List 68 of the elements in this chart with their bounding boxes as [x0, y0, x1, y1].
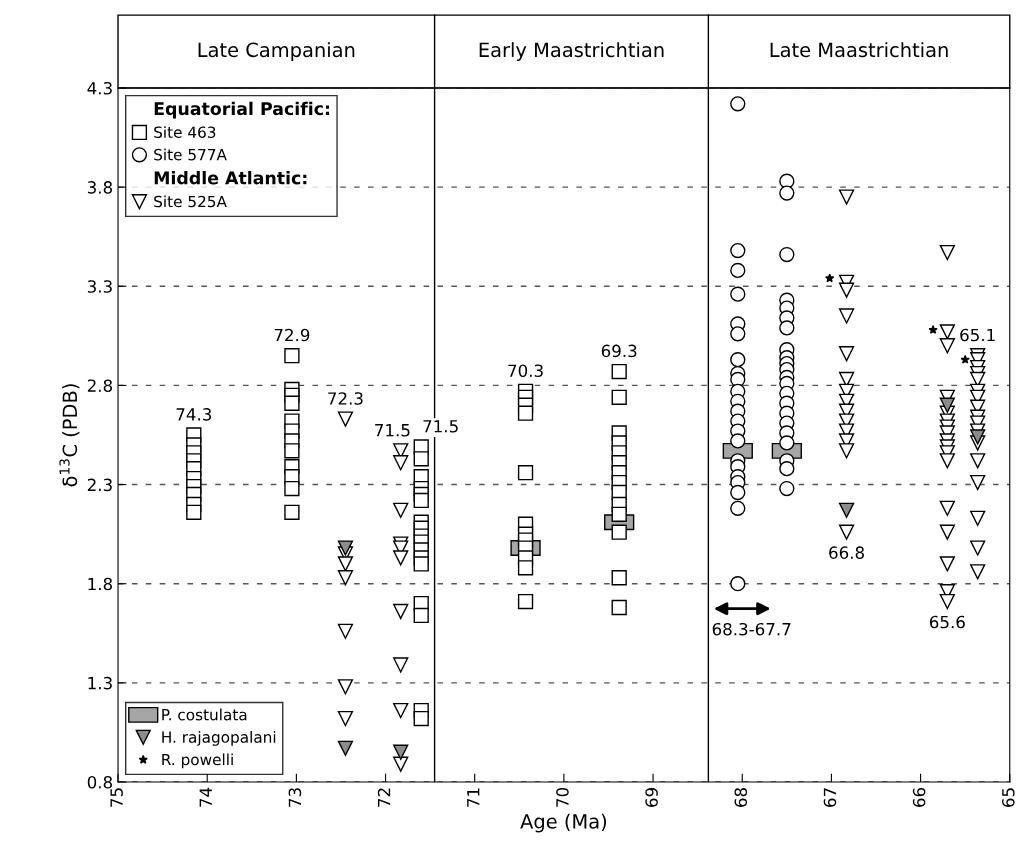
legend-label: Site 463 [154, 126, 216, 138]
point [730, 262, 746, 279]
y-tick-label: 1.8 [88, 577, 113, 591]
x-tick-label: 69 [645, 788, 658, 807]
point [779, 246, 795, 263]
y-tick-label: 2.3 [87, 478, 112, 492]
x-axis-title: Age (Ma) [520, 813, 607, 833]
x-tick-label: 71 [467, 788, 480, 807]
point [928, 325, 938, 334]
point [730, 286, 746, 302]
x-tick-label: 65 [1002, 788, 1015, 807]
point [730, 242, 746, 259]
x-tick-label: 70 [556, 787, 569, 807]
annotation: 70.3 [508, 364, 543, 378]
annotation: 65.1 [960, 328, 995, 342]
annotation: 68.3-67.7 [712, 622, 791, 636]
annotation: 74.3 [176, 408, 212, 421]
annotation: 66.8 [829, 546, 864, 559]
x-tick-label: 66 [912, 787, 926, 807]
y-tick-label: 3.8 [87, 181, 113, 194]
point [730, 351, 746, 368]
point [779, 185, 795, 201]
point [730, 576, 746, 592]
y-tick-label: 3.3 [87, 280, 112, 293]
point [779, 435, 795, 451]
legend-label: H. rajagopalani [162, 731, 276, 746]
annotation: 71.5 [375, 424, 410, 437]
point [393, 744, 409, 760]
annotation: 72.3 [328, 392, 363, 405]
y-tick-label: 4.3 [87, 81, 112, 95]
legend-label: P. costulata [162, 708, 247, 721]
point [824, 273, 835, 283]
annotation: Middle Atlantic: [154, 171, 307, 185]
y-tick-label: 2.8 [87, 379, 113, 392]
y-tick-label: 0.8 [87, 775, 113, 789]
point [779, 480, 795, 497]
point [730, 433, 746, 449]
y-tick-label: 1.3 [88, 676, 112, 690]
point [838, 502, 855, 518]
legend-label: R. powelli [162, 753, 233, 769]
x-tick-label: 75 [110, 788, 123, 807]
point [730, 500, 746, 516]
x-tick-label: 74 [199, 787, 212, 807]
annotation: 69.3 [601, 344, 637, 358]
point [939, 397, 955, 413]
text: Late Maastrichtian [770, 42, 948, 58]
x-tick-label: 67 [823, 788, 837, 807]
text: Late Campanian [198, 42, 355, 61]
annotation: 72.9 [274, 328, 310, 342]
point [730, 326, 746, 342]
text: Early Maastrichtian [479, 42, 664, 61]
annotation: Equatorial Pacific: [154, 101, 329, 119]
y-axis-title: δ$^{13}$C (PDB) [59, 384, 80, 487]
x-tick-label: 72 [377, 788, 391, 807]
annotation: 71.5 [423, 420, 458, 433]
legend-label: Site 525A [154, 195, 227, 208]
point [730, 96, 746, 112]
point [337, 740, 354, 756]
point [779, 461, 795, 477]
point [960, 354, 970, 364]
x-tick-label: 68 [734, 788, 748, 807]
legend-label: Site 577A [154, 148, 227, 161]
point [337, 540, 354, 556]
point [730, 484, 746, 501]
point [970, 429, 986, 445]
x-tick-label: 73 [288, 788, 302, 807]
point [779, 320, 795, 336]
annotation: 65.6 [929, 615, 965, 629]
